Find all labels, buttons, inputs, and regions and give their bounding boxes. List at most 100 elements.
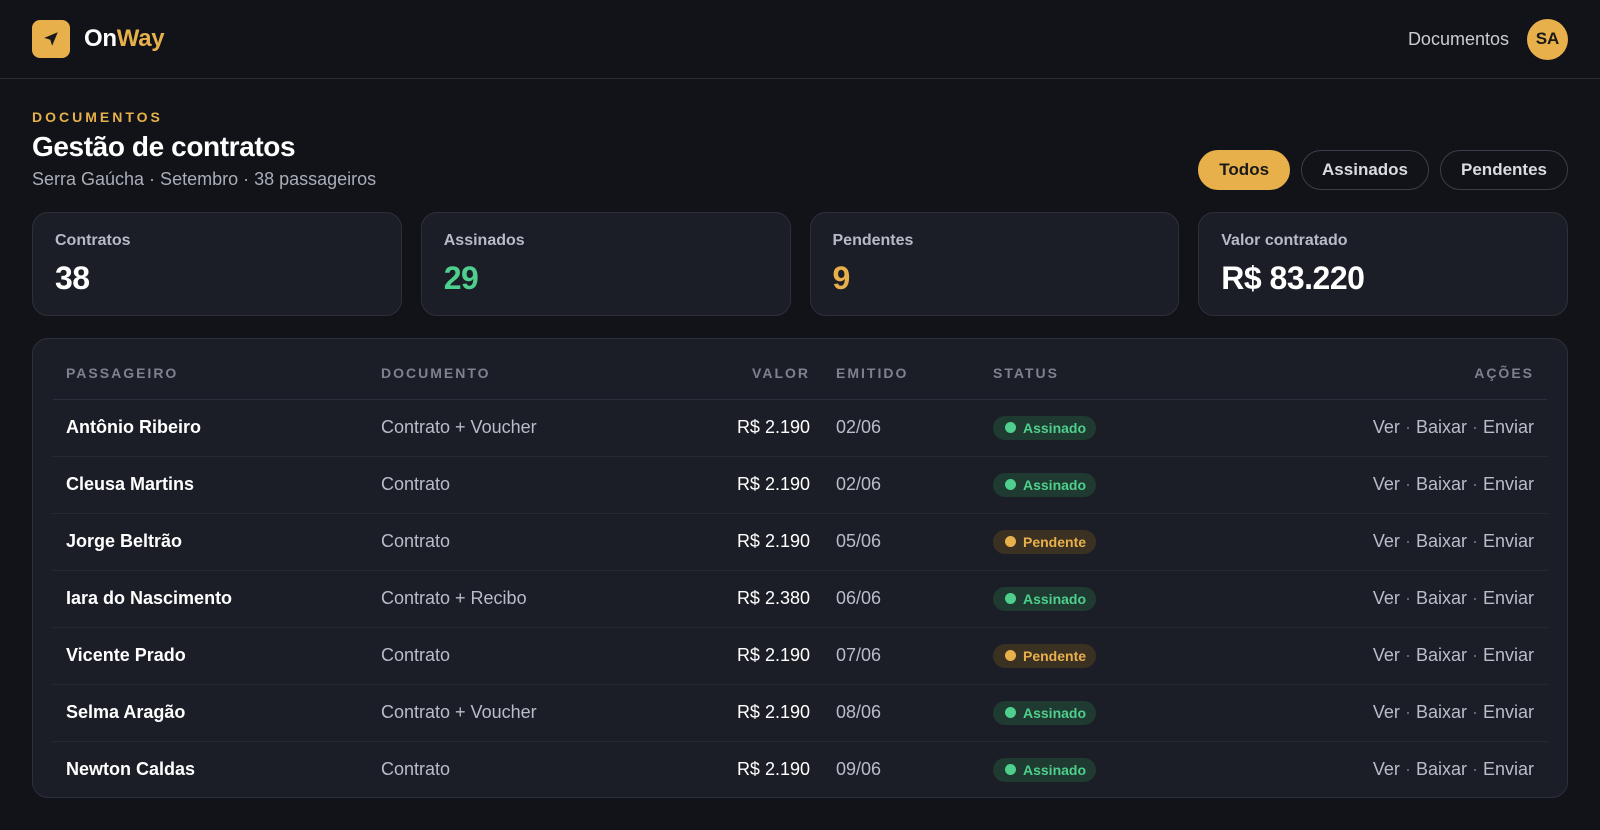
row-actions: Ver · Baixar · Enviar: [1180, 741, 1547, 798]
top-nav: Documentos SA: [1407, 18, 1568, 60]
status-badge: Assinado: [993, 415, 1097, 440]
table-row[interactable]: Cleusa Martins Contrato R$ 2.190 02/06 Assin…: [53, 456, 1547, 514]
page-header: DOCUMENTOS Gestão de contratos Serra Gaú…: [32, 109, 1568, 190]
send-action[interactable]: Enviar: [1482, 588, 1534, 608]
row-actions: Ver · Baixar · Enviar: [1180, 627, 1547, 685]
contract-value: R$ 2.190: [658, 456, 823, 514]
status-cell: Assinado: [980, 456, 1180, 514]
status-dot-icon: [1005, 764, 1016, 776]
stat-value: 38: [55, 260, 90, 296]
table-row[interactable]: Jorge Beltrão Contrato R$ 2.190 05/06 Penden…: [53, 513, 1547, 571]
status-badge: Assinado: [993, 586, 1097, 611]
passenger-name: Vicente Prado: [53, 627, 368, 685]
title-block: DOCUMENTOS Gestão de contratos Serra Gaú…: [32, 109, 376, 190]
issued-date: 07/06: [823, 627, 980, 685]
avatar[interactable]: SA: [1527, 18, 1568, 60]
issued-date: 02/06: [823, 399, 980, 457]
stat-label: Assinados: [443, 232, 525, 249]
stat-label: Contratos: [55, 232, 131, 249]
filter-todos[interactable]: Todos: [1198, 150, 1291, 190]
send-action[interactable]: Enviar: [1482, 759, 1534, 780]
passenger-name: Cleusa Martins: [53, 456, 368, 514]
stat-card: Contratos 38: [32, 212, 402, 316]
view-action[interactable]: Ver: [1372, 702, 1400, 722]
stat-card: Pendentes 9: [809, 212, 1180, 316]
view-action[interactable]: Ver: [1372, 759, 1400, 780]
view-action[interactable]: Ver: [1372, 474, 1400, 494]
view-action[interactable]: Ver: [1372, 588, 1400, 608]
table-row[interactable]: Iara do Nascimento Contrato + Recibo R$ 2.…: [53, 570, 1547, 628]
status-dot-icon: [1005, 536, 1016, 547]
document-type: Contrato: [368, 627, 658, 685]
col-header-value[interactable]: VALOR: [658, 347, 823, 400]
passenger-name: Jorge Beltrão: [53, 513, 368, 571]
nav-documents-link[interactable]: Documentos: [1407, 28, 1509, 49]
page-subtitle: Serra Gaúcha · Setembro · 38 passageiros: [32, 169, 377, 189]
status-cell: Assinado: [980, 684, 1180, 742]
status-badge: Assinado: [993, 472, 1097, 497]
action-separator: ·: [1404, 474, 1411, 494]
view-action[interactable]: Ver: [1372, 417, 1400, 437]
document-type: Contrato: [368, 456, 658, 514]
table-row[interactable]: Selma Aragão Contrato + Voucher R$ 2.190 08…: [53, 684, 1547, 742]
col-header-actions: AÇÕES: [1180, 347, 1547, 400]
brand[interactable]: OnWay: [32, 20, 165, 58]
stat-card: Valor contratado R$ 83.220: [1198, 212, 1568, 316]
row-actions: Ver · Baixar · Enviar: [1180, 513, 1547, 571]
passenger-name: Antônio Ribeiro: [53, 399, 368, 457]
status-label: Assinado: [1023, 761, 1087, 778]
col-header-document[interactable]: DOCUMENTO: [368, 347, 658, 400]
top-bar: OnWay Documentos SA: [0, 0, 1600, 79]
col-header-issued[interactable]: EMITIDO: [823, 347, 980, 400]
brand-name-part1: On: [84, 25, 117, 52]
main-content: DOCUMENTOS Gestão de contratos Serra Gaú…: [0, 79, 1600, 798]
stats-row: Contratos 38 Assinados 29 Pendentes 9 Valor co…: [32, 212, 1568, 316]
contract-value: R$ 2.190: [736, 759, 810, 780]
contract-value: R$ 2.190: [658, 513, 823, 571]
status-badge: Pendente: [993, 643, 1097, 668]
row-actions: Ver · Baixar · Enviar: [1180, 456, 1547, 514]
col-header-status[interactable]: STATUS: [980, 347, 1180, 400]
download-action[interactable]: Baixar: [1415, 759, 1467, 780]
status-label: Pendente: [1023, 533, 1087, 550]
status-badge: Assinado: [993, 700, 1097, 725]
status-dot-icon: [1005, 479, 1016, 490]
document-type: Contrato: [381, 759, 451, 780]
status-dot-icon: [1005, 593, 1016, 604]
view-action[interactable]: Ver: [1372, 645, 1400, 665]
row-actions: Ver · Baixar · Enviar: [1180, 684, 1547, 742]
page-title: Gestão de contratos: [32, 131, 296, 162]
brand-name: OnWay: [84, 25, 165, 53]
download-action[interactable]: Baixar: [1415, 531, 1467, 551]
action-separator: ·: [1404, 702, 1411, 722]
table-row[interactable]: Newton Caldas Contrato R$ 2.190 09/06 Assina…: [53, 741, 1547, 798]
passenger-name: Selma Aragão: [53, 684, 368, 742]
download-action[interactable]: Baixar: [1415, 417, 1467, 437]
send-action[interactable]: Enviar: [1482, 702, 1534, 722]
status-label: Pendente: [1023, 647, 1087, 664]
table-row[interactable]: Antônio Ribeiro Contrato + Voucher R$ 2.19…: [53, 399, 1547, 457]
status-dot-icon: [1005, 707, 1016, 718]
view-action[interactable]: Ver: [1372, 531, 1400, 551]
download-action[interactable]: Baixar: [1415, 702, 1467, 722]
action-separator: ·: [1471, 588, 1478, 608]
table-row[interactable]: Vicente Prado Contrato R$ 2.190 07/06 Penden…: [53, 627, 1547, 685]
filter-assinados[interactable]: Assinados: [1301, 150, 1430, 190]
status-badge: Pendente: [993, 529, 1097, 554]
send-action[interactable]: Enviar: [1482, 474, 1534, 494]
col-header-passenger[interactable]: PASSAGEIRO: [53, 347, 368, 400]
filter-pendentes[interactable]: Pendentes: [1440, 150, 1568, 190]
status-label: Assinado: [1023, 704, 1087, 721]
send-action[interactable]: Enviar: [1482, 645, 1534, 665]
brand-name-part2: Way: [116, 25, 165, 52]
download-action[interactable]: Baixar: [1415, 645, 1467, 665]
download-action[interactable]: Baixar: [1415, 474, 1467, 494]
contract-value: R$ 2.190: [658, 627, 823, 685]
issued-date: 05/06: [823, 513, 980, 571]
row-actions: Ver · Baixar · Enviar: [1180, 399, 1547, 457]
download-action[interactable]: Baixar: [1415, 588, 1467, 608]
send-action[interactable]: Enviar: [1482, 417, 1534, 437]
send-action[interactable]: Enviar: [1482, 531, 1534, 551]
action-separator: ·: [1404, 531, 1411, 551]
page-eyebrow: DOCUMENTOS: [32, 109, 163, 125]
